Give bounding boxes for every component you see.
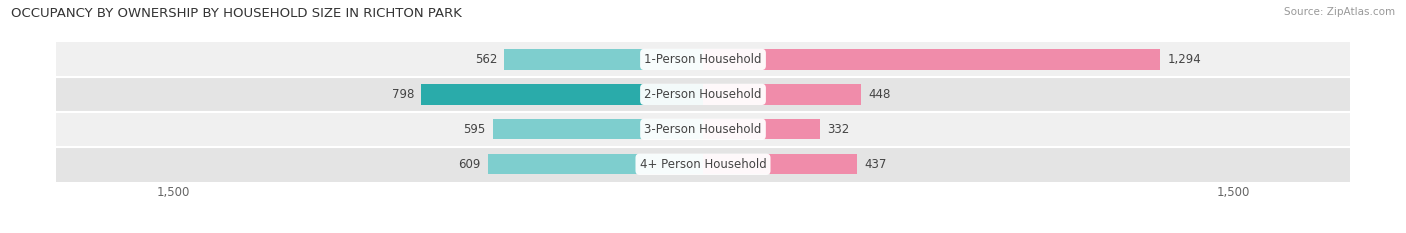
Bar — [56, 147, 1350, 182]
Text: 1,294: 1,294 — [1167, 53, 1201, 66]
Text: 562: 562 — [475, 53, 498, 66]
Bar — [703, 84, 862, 105]
Bar — [703, 119, 820, 139]
Text: 2-Person Household: 2-Person Household — [644, 88, 762, 101]
Text: 4+ Person Household: 4+ Person Household — [640, 158, 766, 171]
Bar — [56, 42, 1350, 77]
Bar — [703, 154, 858, 174]
Bar — [703, 49, 1160, 69]
Text: 595: 595 — [464, 123, 485, 136]
Text: 609: 609 — [458, 158, 481, 171]
Text: Source: ZipAtlas.com: Source: ZipAtlas.com — [1284, 7, 1395, 17]
Bar — [492, 119, 703, 139]
Bar — [488, 154, 703, 174]
Text: OCCUPANCY BY OWNERSHIP BY HOUSEHOLD SIZE IN RICHTON PARK: OCCUPANCY BY OWNERSHIP BY HOUSEHOLD SIZE… — [11, 7, 463, 20]
Bar — [56, 112, 1350, 147]
Bar — [420, 84, 703, 105]
Text: 437: 437 — [865, 158, 887, 171]
Text: 1-Person Household: 1-Person Household — [644, 53, 762, 66]
Bar — [505, 49, 703, 69]
Text: 332: 332 — [827, 123, 849, 136]
Bar — [56, 77, 1350, 112]
Text: 798: 798 — [391, 88, 413, 101]
Text: 448: 448 — [869, 88, 891, 101]
Text: 3-Person Household: 3-Person Household — [644, 123, 762, 136]
